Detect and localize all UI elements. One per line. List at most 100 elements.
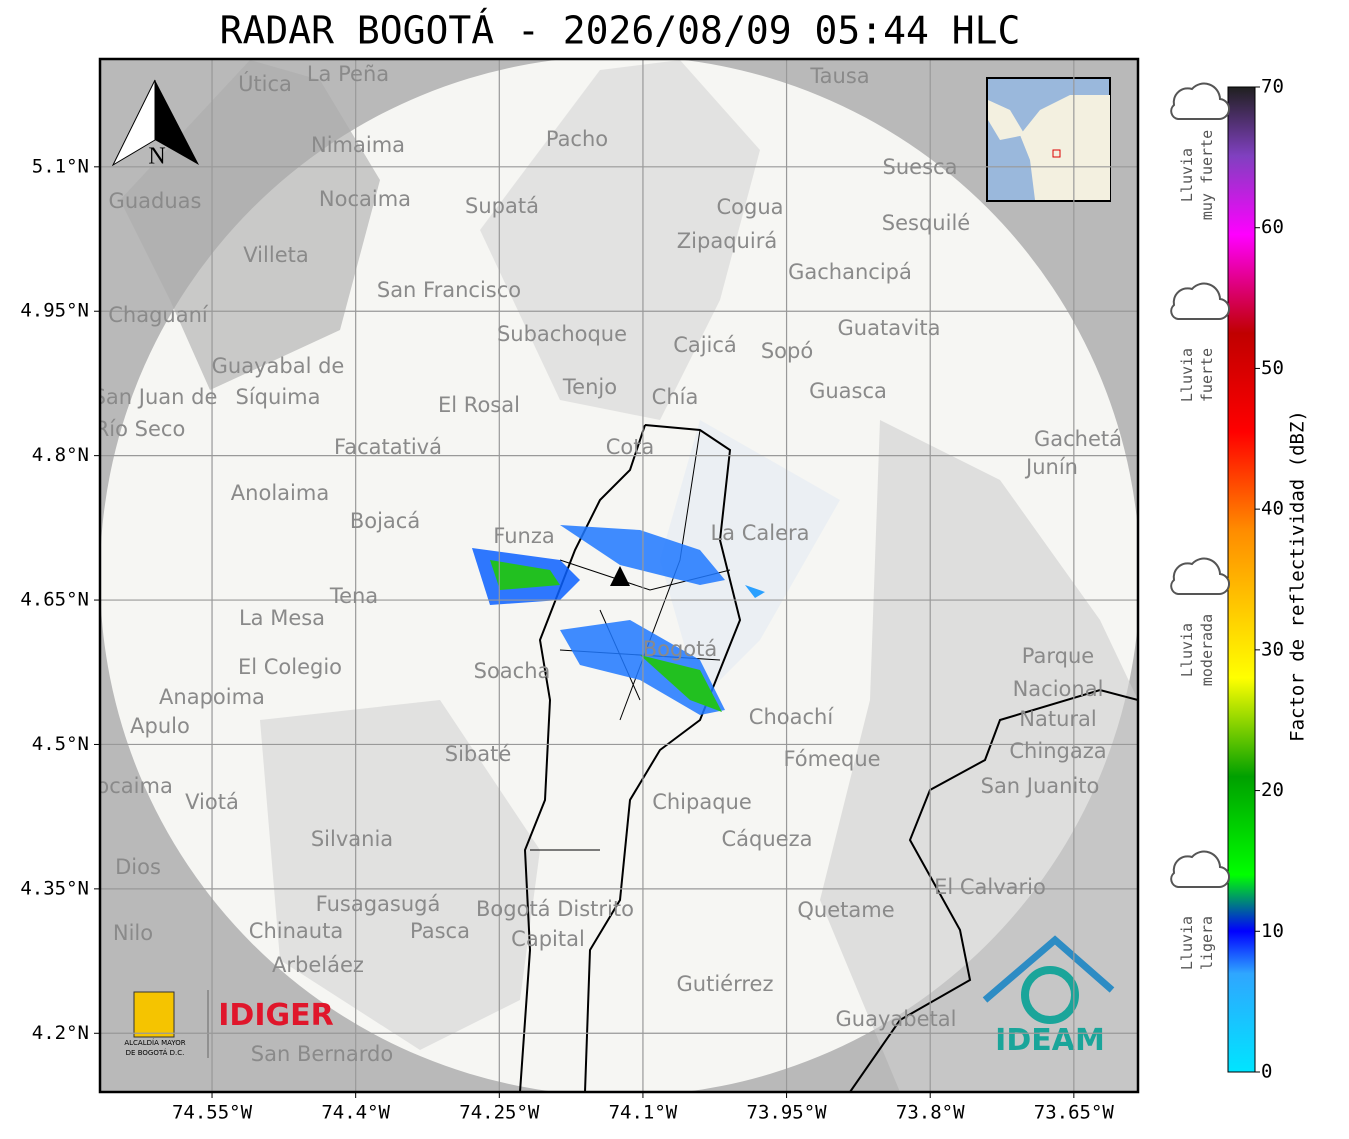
place-label: El Colegio	[238, 655, 342, 679]
place-label: Silvania	[311, 827, 393, 851]
place-label: Anapoima	[159, 685, 265, 709]
rain-icon	[1170, 850, 1230, 889]
place-label: Guayabal de	[212, 354, 345, 378]
place-label: San Francisco	[377, 278, 521, 302]
title: RADAR BOGOTÁ - 2026/08/09 05:44 HLC	[220, 9, 1021, 53]
logo-text: ALCALDÍA MAYOR	[124, 1038, 185, 1047]
y-tick-label: 4.35°N	[20, 877, 89, 899]
place-label: San Bernardo	[251, 1042, 393, 1066]
place-label: San Juanito	[981, 774, 1100, 798]
place-label: Tena	[329, 584, 378, 608]
place-label: La Peña	[307, 62, 389, 86]
colorbar	[1227, 86, 1256, 1073]
place-label: Tausa	[809, 64, 869, 88]
colorbar-tick-label: 70	[1261, 76, 1284, 98]
map-frame	[98, 57, 1140, 1094]
place-label: Bogotá Distrito	[476, 897, 634, 921]
place-label: Guayabetal	[836, 1007, 957, 1031]
place-label: Viotá	[185, 790, 239, 814]
rain-icon	[1170, 82, 1230, 121]
place-label: Nacional	[1013, 677, 1104, 701]
rain-label: Lluvia	[1178, 916, 1196, 970]
place-label: Supatá	[465, 194, 539, 218]
rain-label: muy fuerte	[1198, 130, 1216, 220]
place-label: Sopó	[761, 339, 813, 363]
place-label: Guasca	[809, 379, 887, 403]
place-label: Soacha	[474, 659, 551, 683]
y-tick-label: 5.1°N	[32, 155, 89, 177]
place-label: Bogotá	[643, 637, 718, 661]
place-label: Chipaque	[652, 790, 752, 814]
place-label: Pacho	[546, 127, 608, 151]
place-label: Cogua	[716, 195, 783, 219]
place-label: Arbeláez	[272, 953, 364, 977]
colorbar-label: Factor de reflectividad (dBZ)	[1287, 410, 1309, 742]
place-label: Cajicá	[673, 333, 737, 357]
inset-map	[986, 77, 1111, 202]
place-label: Dios	[115, 855, 161, 879]
logo-idiger: IDIGER	[218, 998, 333, 1033]
place-label: Pasca	[410, 919, 470, 943]
place-label: San Juan de	[93, 385, 218, 409]
place-label: Cáqueza	[722, 827, 813, 851]
colorbar-tick-label: 0	[1261, 1061, 1272, 1083]
rain-label: ligera	[1198, 916, 1216, 970]
place-label: Útica	[238, 71, 292, 96]
x-tick-label: 73.95°W	[747, 1102, 828, 1124]
place-label: Zipaquirá	[677, 229, 777, 253]
colorbar-tick-label: 50	[1261, 357, 1284, 379]
colorbar-tick-label: 30	[1261, 638, 1284, 660]
rain-label: Lluvia	[1178, 148, 1196, 202]
rain-label: fuerte	[1198, 348, 1216, 402]
place-label: Tenjo	[562, 375, 617, 399]
rain-label: Lluvia	[1178, 348, 1196, 402]
place-label: Gutiérrez	[677, 972, 774, 996]
y-tick-label: 4.95°N	[20, 300, 89, 322]
place-label: La Calera	[710, 521, 809, 545]
north-label: N	[148, 144, 165, 170]
place-label: Río Seco	[95, 417, 186, 441]
place-label: Fusagasugá	[316, 892, 441, 916]
place-label: Chaguaní	[108, 303, 209, 327]
x-tick-label: 73.8°W	[896, 1102, 965, 1124]
place-label: Quetame	[797, 898, 894, 922]
colorbar-tick-label: 20	[1261, 779, 1284, 801]
x-tick-label: 74.55°W	[172, 1102, 253, 1124]
place-label: Parque	[1022, 644, 1094, 668]
colorbar-tick-label: 10	[1261, 920, 1284, 942]
rain-icon	[1170, 282, 1230, 321]
logo-alcaldia: ALCALDÍA MAYOR DE BOGOTÁ D.C. IDIGER	[124, 990, 334, 1058]
place-label: Sibaté	[445, 742, 512, 766]
y-tick-label: 4.2°N	[32, 1022, 89, 1044]
colorbar-tick-label: 60	[1261, 216, 1284, 238]
place-label: El Rosal	[438, 393, 520, 417]
place-label: Bojacá	[350, 509, 420, 533]
place-label: Suesca	[883, 155, 958, 179]
place-label: Cota	[606, 435, 655, 459]
place-label: Anolaima	[231, 481, 329, 505]
place-label: Chingaza	[1009, 739, 1106, 763]
place-label: Villeta	[243, 243, 308, 267]
place-label: Sesquilé	[882, 211, 970, 235]
logo-ideam: IDEAM	[995, 1023, 1105, 1058]
place-label: Guatavita	[838, 316, 941, 340]
place-label: Gachancipá	[788, 260, 912, 284]
place-label: Funza	[493, 524, 554, 548]
place-label: Apulo	[130, 714, 190, 738]
y-tick-label: 4.8°N	[32, 444, 89, 466]
x-tick-label: 74.25°W	[459, 1102, 540, 1124]
place-label: Gachetá	[1034, 427, 1122, 451]
place-label: La Mesa	[239, 606, 325, 630]
rain-label: Lluvia	[1178, 623, 1196, 677]
place-label: Tocaima	[86, 774, 173, 798]
x-tick-label: 74.1°W	[609, 1102, 678, 1124]
place-label: Facatativá	[334, 435, 442, 459]
place-label: Chinauta	[249, 919, 343, 943]
rain-icon	[1170, 557, 1230, 596]
place-label: Nocaima	[319, 187, 411, 211]
place-label: Natural	[1019, 707, 1096, 731]
colorbar-tick-label: 40	[1261, 498, 1284, 520]
logo-ideam: IDEAM	[982, 935, 1115, 1058]
place-label: Chía	[652, 385, 699, 409]
